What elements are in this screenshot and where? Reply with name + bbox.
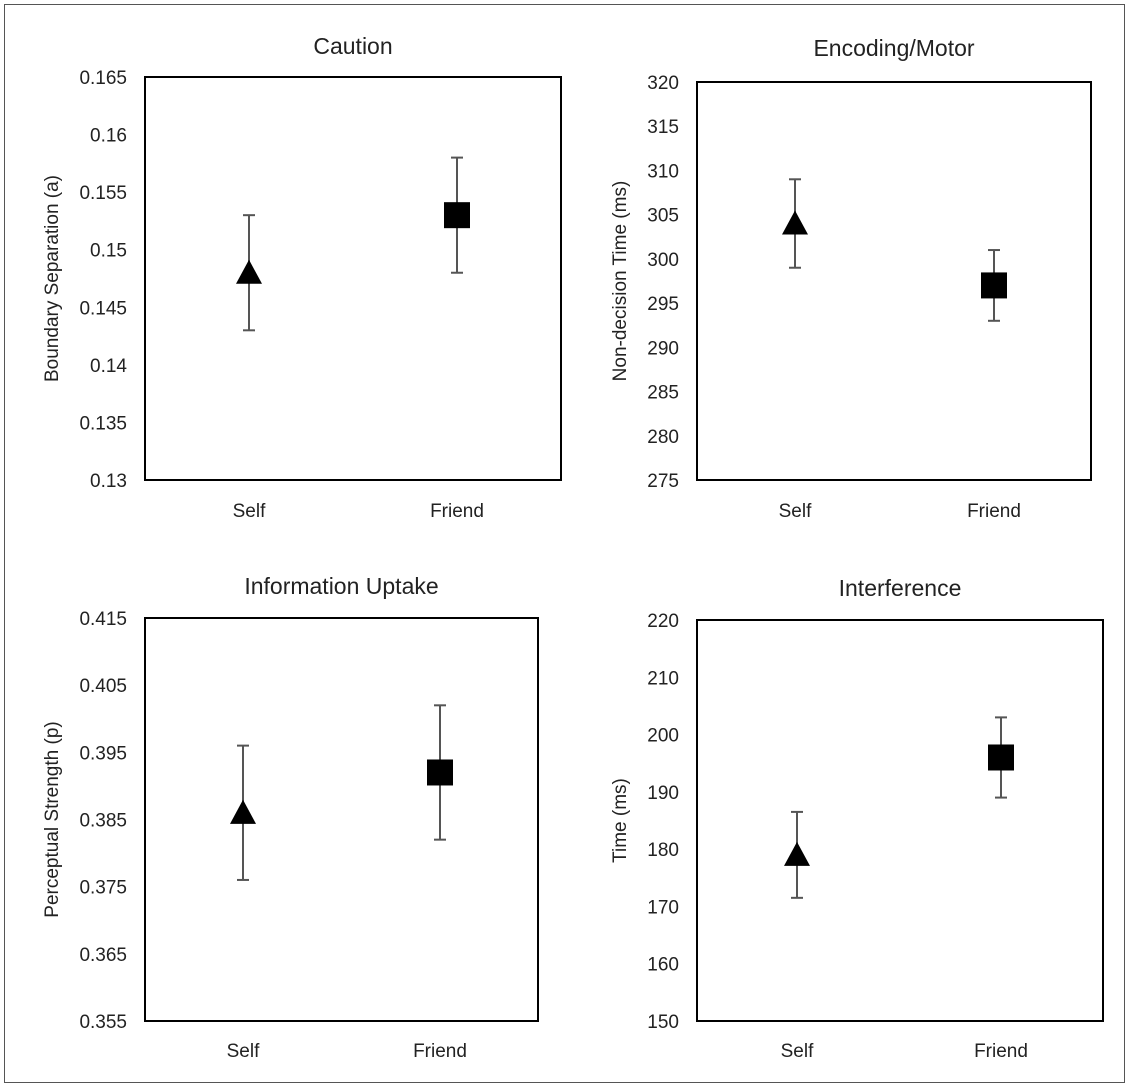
chart-panel-4: Interference Time (ms) 150 160 170 180 190 200 2… (610, 575, 1104, 1062)
y-tick-label: 0.355 (79, 1012, 127, 1033)
triangle-marker-self (784, 841, 810, 866)
y-tick-label: 170 (647, 897, 679, 918)
y-tick-label: 0.365 (79, 945, 127, 966)
y-tick-label: 310 (647, 161, 679, 182)
square-marker-friend (444, 202, 470, 229)
y-tick-label: 290 (647, 338, 679, 359)
x-category-label: Self (779, 501, 812, 522)
y-tick-label: 0.155 (79, 183, 127, 204)
triangle-marker-self (236, 259, 262, 284)
y-tick-label: 220 (647, 611, 679, 632)
y-tick-label: 0.395 (79, 743, 127, 764)
chart-title: Encoding/Motor (813, 35, 974, 61)
y-tick-label: 305 (647, 206, 679, 227)
y-tick-label: 0.145 (79, 298, 127, 319)
y-tick-label: 315 (647, 117, 679, 138)
square-marker-friend (427, 759, 453, 786)
square-marker-friend (988, 744, 1014, 771)
y-tick-label: 280 (647, 427, 679, 448)
y-tick-label: 210 (647, 668, 679, 689)
y-tick-label: 0.15 (90, 241, 127, 262)
x-category-label: Self (227, 1041, 260, 1062)
chart-title: Caution (313, 33, 392, 59)
y-tick-label: 285 (647, 383, 679, 404)
plot-frame (696, 619, 1104, 1022)
square-marker-friend (981, 272, 1007, 299)
x-category-label: Friend (413, 1041, 467, 1062)
y-tick-label: 180 (647, 840, 679, 861)
x-category-label: Friend (430, 501, 484, 522)
y-axis-title: Boundary Separation (a) (42, 175, 63, 382)
triangle-marker-self (230, 799, 256, 824)
y-tick-label: 0.415 (79, 609, 127, 630)
x-category-label: Friend (974, 1041, 1028, 1062)
y-tick-label: 0.165 (79, 68, 127, 89)
chart-panel-1: Caution Boundary Separation (a) 0.13 0.135 0… (42, 33, 562, 522)
charts-layer: Caution Boundary Separation (a) 0.13 0.135 0… (42, 33, 1104, 1062)
y-tick-label: 190 (647, 783, 679, 804)
y-axis-title: Time (ms) (610, 778, 631, 863)
y-tick-label: 0.135 (79, 413, 127, 434)
y-tick-label: 300 (647, 250, 679, 271)
y-tick-label: 0.375 (79, 878, 127, 899)
y-tick-label: 160 (647, 955, 679, 976)
plot-frame (144, 76, 562, 481)
plot-frame (696, 81, 1092, 481)
triangle-marker-self (782, 210, 808, 235)
y-axis-title: Non-decision Time (ms) (610, 181, 631, 382)
chart-panel-2: Encoding/Motor Non-decision Time (ms) 275 2… (610, 35, 1092, 522)
y-tick-label: 150 (647, 1012, 679, 1033)
plot-frame (144, 617, 539, 1022)
y-tick-label: 0.16 (90, 126, 127, 147)
y-tick-label: 295 (647, 294, 679, 315)
x-category-label: Self (233, 501, 266, 522)
y-tick-label: 0.14 (90, 356, 127, 377)
y-axis-title: Perceptual Strength (p) (42, 721, 63, 917)
y-tick-label: 0.385 (79, 811, 127, 832)
y-tick-label: 275 (647, 471, 679, 492)
y-tick-label: 0.405 (79, 676, 127, 697)
x-category-label: Self (781, 1041, 814, 1062)
chart-panel-3: Information Uptake Perceptual Strength (p… (42, 573, 539, 1062)
chart-title: Interference (839, 575, 962, 601)
x-category-label: Friend (967, 501, 1021, 522)
chart-title: Information Uptake (244, 573, 438, 599)
y-tick-label: 200 (647, 726, 679, 747)
y-tick-label: 320 (647, 73, 679, 94)
y-tick-label: 0.13 (90, 471, 127, 492)
figure-border (4, 4, 1125, 1083)
